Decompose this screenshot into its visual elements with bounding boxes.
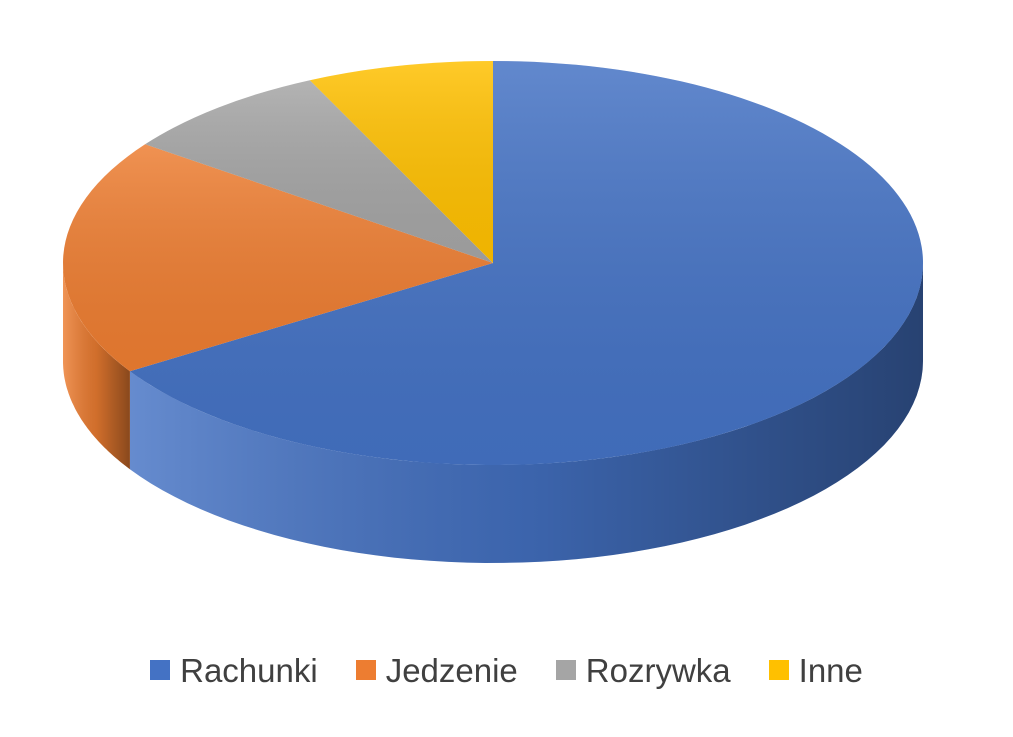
legend-swatch <box>150 660 171 680</box>
legend-label: Rachunki <box>180 651 318 689</box>
chart-legend: Rachunki Jedzenie Rozrywka Inne <box>0 646 1013 694</box>
legend-item-rozrywka: Rozrywka <box>555 651 731 689</box>
legend-label: Jedzenie <box>385 651 518 689</box>
pie-slice-shading <box>145 80 493 263</box>
legend-item-rachunki: Rachunki <box>150 654 318 687</box>
legend-item-inne: Inne <box>768 651 863 689</box>
legend-item-jedzenie: Jedzenie <box>355 651 518 689</box>
pie-slice-shading <box>63 144 494 372</box>
pie-slice-shading <box>129 61 924 465</box>
legend-swatch <box>768 660 789 680</box>
pie-slice-shading <box>309 60 493 264</box>
pie-side-shading <box>63 263 130 470</box>
legend-swatch <box>555 660 576 680</box>
legend-swatch <box>355 660 376 680</box>
legend-label: Rozrywka <box>585 651 731 689</box>
legend-label: Inne <box>798 651 863 689</box>
pie-side-shading <box>129 263 923 563</box>
